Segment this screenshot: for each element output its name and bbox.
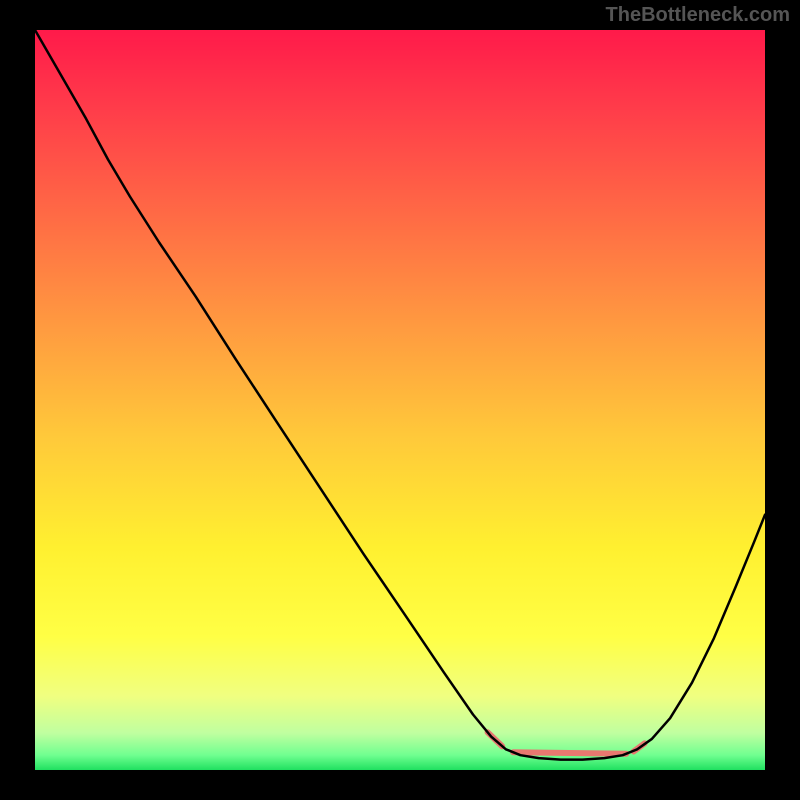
watermark-text: TheBottleneck.com xyxy=(606,4,790,27)
chart-container: TheBottleneck.com xyxy=(0,0,800,800)
plot-area xyxy=(35,30,765,770)
curve-overlay xyxy=(35,30,765,770)
